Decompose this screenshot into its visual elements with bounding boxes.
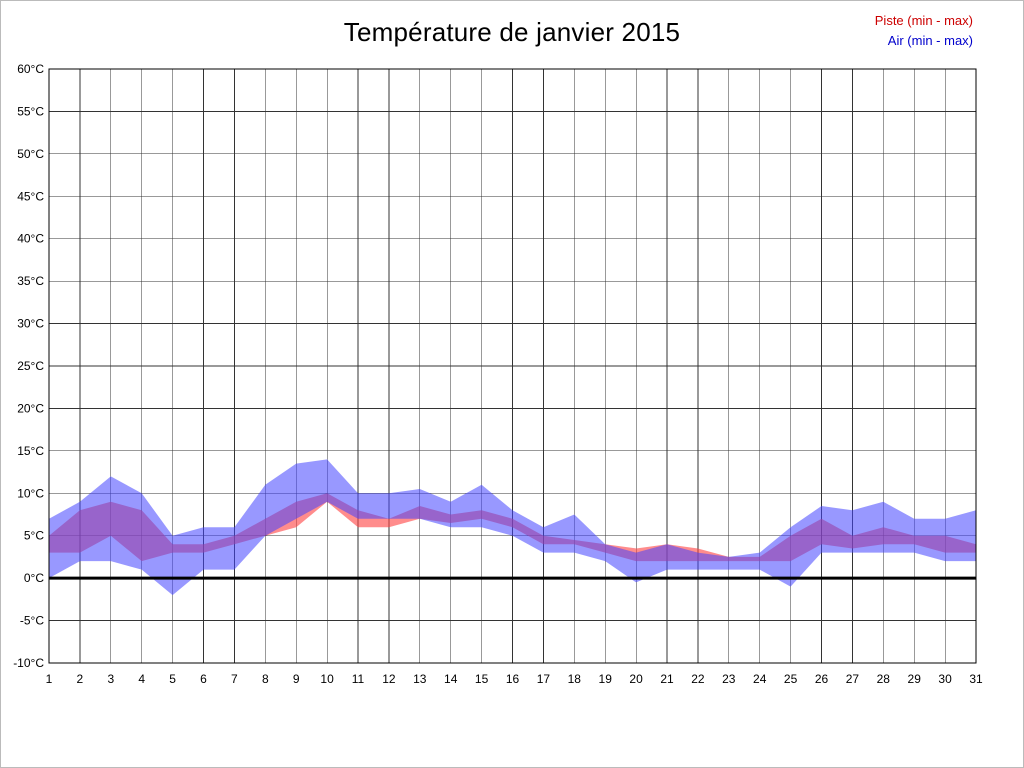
temperature-bands — [49, 459, 976, 596]
band-air — [49, 459, 976, 596]
x-tick-label: 19 — [599, 672, 613, 686]
x-tick-label: 28 — [877, 672, 891, 686]
x-tick-label: 21 — [660, 672, 674, 686]
y-tick-label: 45°C — [17, 189, 44, 203]
x-tick-label: 31 — [969, 672, 983, 686]
x-tick-label: 16 — [506, 672, 520, 686]
x-tick-label: 5 — [169, 672, 176, 686]
x-tick-label: 17 — [537, 672, 551, 686]
x-tick-label: 27 — [846, 672, 860, 686]
x-tick-label: 6 — [200, 672, 207, 686]
y-tick-label: -10°C — [13, 656, 44, 670]
y-tick-label: 0°C — [24, 571, 44, 585]
y-tick-label: 40°C — [17, 232, 44, 246]
y-tick-label: 35°C — [17, 274, 44, 288]
x-tick-label: 26 — [815, 672, 829, 686]
x-tick-label: 8 — [262, 672, 269, 686]
tick-labels: -10°C -5°C 0°C 5°C 10°C 15°C 20°C 25°C 30°C 35°C 4… — [13, 62, 983, 686]
legend-piste: Piste (min - max) — [874, 13, 973, 28]
x-tick-label: 22 — [691, 672, 705, 686]
y-tick-label: 5°C — [24, 529, 44, 543]
y-tick-label: 60°C — [17, 62, 44, 76]
y-tick-label: 50°C — [17, 147, 44, 161]
y-tick-label: -5°C — [20, 614, 44, 628]
legend-air: Air (min - max) — [887, 33, 973, 48]
x-tick-label: 12 — [382, 672, 396, 686]
page-title: Température de janvier 2015 — [343, 17, 681, 47]
y-tick-label: 25°C — [17, 359, 44, 373]
y-tick-label: 30°C — [17, 317, 44, 331]
x-tick-label: 20 — [629, 672, 643, 686]
y-tick-label: 20°C — [17, 401, 44, 415]
x-tick-label: 1 — [46, 672, 53, 686]
x-tick-label: 29 — [908, 672, 922, 686]
x-tick-label: 4 — [138, 672, 145, 686]
x-tick-label: 24 — [753, 672, 767, 686]
x-tick-label: 14 — [444, 672, 458, 686]
x-tick-label: 25 — [784, 672, 798, 686]
axes — [48, 68, 977, 664]
x-tick-label: 9 — [293, 672, 300, 686]
x-tick-label: 30 — [938, 672, 952, 686]
x-tick-label: 13 — [413, 672, 427, 686]
chart-legend: Piste (min - max) Air (min - max) — [875, 11, 973, 51]
y-tick-label: 55°C — [17, 104, 44, 118]
x-tick-label: 10 — [320, 672, 334, 686]
x-tick-label: 2 — [77, 672, 84, 686]
y-tick-label: 15°C — [17, 444, 44, 458]
x-tick-label: 23 — [722, 672, 736, 686]
x-tick-label: 3 — [107, 672, 114, 686]
x-tick-label: 11 — [352, 672, 365, 686]
x-tick-label: 7 — [231, 672, 238, 686]
y-tick-label: 10°C — [17, 486, 44, 500]
x-tick-label: 18 — [568, 672, 582, 686]
x-tick-label: 15 — [475, 672, 489, 686]
